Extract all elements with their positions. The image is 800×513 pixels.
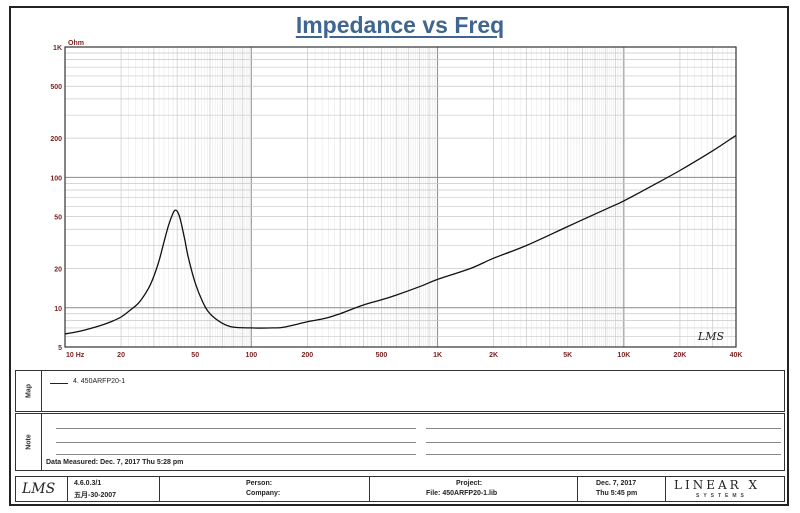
x-tick-label: 500 [376,352,388,359]
x-tick-label: 10K [617,352,630,359]
report-frame [9,6,789,506]
note-line [426,454,781,455]
x-tick-label: 50 [191,352,199,359]
footer-logo-cell: LMS [16,477,68,501]
footer-bar: LMS 4.6.0.3/1 五月-30-2007 Person: Company… [15,476,785,502]
note-label: Note [25,434,32,450]
y-unit-label: Ohm [68,40,84,47]
note-side-label: Note [16,414,42,470]
y-tick-label: 5 [58,345,62,352]
x-grid [64,47,737,347]
x-tick-label: 200 [302,352,314,359]
y-tick-label: 100 [50,175,62,182]
x-tick-label: 100 [245,352,257,359]
map-side-label: Map [16,371,42,411]
note-line [426,428,781,429]
note-panel: Note Data Measured: Dec. 7, 2017 Thu 5:2… [15,413,785,471]
legend-line-swatch [50,383,68,384]
x-tick-label: 10 Hz [66,352,85,359]
footer-brand-cell: LINEAR X SYSTEMS [666,477,784,501]
plot-area [65,47,736,347]
x-tick-label: 20 [117,352,125,359]
note-line [56,442,416,443]
x-tick-label: 1K [433,352,442,359]
y-tick-label: 500 [50,84,62,91]
x-tick-label: 5K [563,352,572,359]
y-tick-label: 10 [54,306,62,313]
map-panel: Map 4. 450ARFP20-1 [15,370,785,412]
software-version: 4.6.0.3/1 [74,480,102,487]
y-tick-label: 200 [50,136,62,143]
series-line [64,134,737,335]
footer-date-cell: Dec. 7, 2017 Thu 5:45 pm [578,477,666,501]
note-line [56,454,416,455]
file-label: File: 450ARFP20-1.lib [426,490,498,497]
x-tick-label: 20K [674,352,687,359]
linearx-logo: LINEAR X [674,478,761,492]
project-label: Project: [456,480,483,487]
note-line [56,428,416,429]
y-grid [65,52,736,348]
x-tick-label: 40K [730,352,743,359]
footer-person-cell: Person: Company: [160,477,370,501]
lms-watermark: LMS [697,330,725,343]
map-label: Map [25,384,32,398]
plot-border [64,46,737,348]
measured-date: Data Measured: Dec. 7, 2017 Thu 5:28 pm [46,459,184,466]
chart-title: Impedance vs Freq [295,12,505,38]
linearx-subtitle: SYSTEMS [696,493,748,499]
y-tick-label: 20 [54,267,62,274]
footer-project-cell: Project: File: 450ARFP20-1.lib [370,477,578,501]
company-label: Company: [246,490,281,497]
y-tick-label: 50 [54,215,62,222]
report-time: Thu 5:45 pm [596,490,638,497]
person-label: Person: [246,480,273,487]
legend-entry: 4. 450ARFP20-1 [73,378,126,385]
software-date: 五月-30-2007 [74,492,117,499]
footer-version-cell: 4.6.0.3/1 五月-30-2007 [68,477,160,501]
report-date: Dec. 7, 2017 [596,480,637,487]
note-line [426,442,781,443]
y-tick-label: 1K [53,45,62,52]
lms-logo: LMS [22,481,56,497]
x-tick-label: 2K [489,352,498,359]
